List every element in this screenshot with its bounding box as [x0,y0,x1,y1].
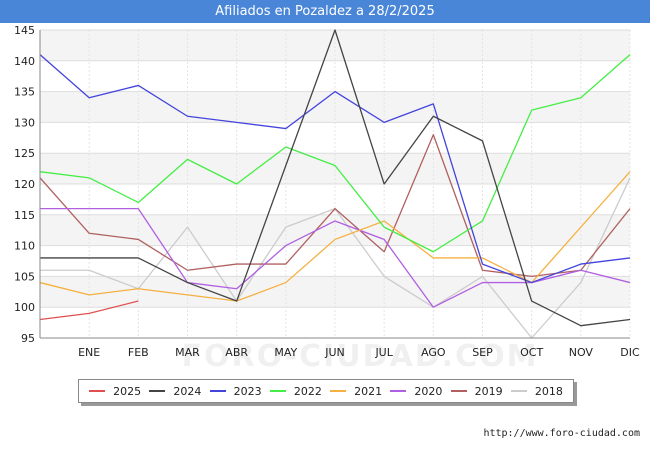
watermark: FORO-CIUDAD.COM [182,339,539,374]
legend-item-2021: 2021 [330,385,382,398]
y-tick-label: 120 [14,178,35,191]
series-line-2019 [39,134,631,278]
y-tick-label: 140 [14,55,35,68]
legend-swatch [510,390,527,392]
y-tick-label: 100 [14,301,35,314]
legend-label: 2022 [293,384,322,398]
chart-title: Afiliados en Pozaldez a 28/2/2025 [0,0,650,23]
x-tick-label: NOV [569,346,594,359]
series-line-2025 [39,300,139,321]
x-tick-label: JUL [374,346,393,359]
x-tick-label: MAY [274,346,297,359]
chart-legend: 2025 2024 2023 2022 2021 2020 2019 2018 [78,379,574,403]
legend-swatch [450,390,467,392]
y-tick-label: 145 [14,24,35,37]
legend-item-2022: 2022 [269,384,322,398]
legend-swatch [149,390,166,392]
y-tick-label: 105 [14,270,35,283]
source-url: http://www.foro-ciudad.com [483,428,640,439]
series-line-2022 [39,54,631,253]
legend-item-2025: 2025 [89,385,141,398]
legend-label: 2025 [113,384,142,398]
legend-swatch [390,390,407,392]
x-tick-label: FEB [128,346,149,359]
legend-label: 2023 [233,384,262,398]
y-tick-label: 95 [21,332,35,345]
y-tick-label: 125 [14,147,35,160]
legend-item-2020: 2020 [390,385,442,398]
y-tick-label: 135 [14,86,35,99]
series-line-2023 [39,54,631,284]
legend-label: 2024 [173,384,202,398]
legend-label: 2020 [414,384,443,398]
y-tick-label: 115 [14,209,35,222]
y-tick-label: 130 [14,116,35,129]
y-tick-label: 110 [14,240,35,253]
x-tick-label: AGO [421,346,446,359]
x-tick-label: JUN [324,346,345,359]
legend-swatch [269,390,286,392]
x-tick-label: DIC [620,346,640,359]
x-tick-label: ENE [78,346,100,359]
legend-label: 2021 [354,384,383,398]
legend-label: 2019 [474,384,503,398]
series-line-2024 [40,29,631,327]
legend-label: 2018 [534,384,563,398]
legend-swatch [89,390,106,392]
x-tick-label: MAR [175,346,200,359]
legend-item-2018: 2018 [510,384,563,398]
legend-item-2024: 2024 [149,385,201,398]
x-tick-label: ABR [225,346,248,359]
legend-swatch [209,390,226,392]
x-tick-label: SEP [472,346,493,359]
legend-item-2019: 2019 [450,384,503,398]
legend-swatch [330,390,347,392]
x-tick-label: OCT [520,346,543,359]
legend-item-2023: 2023 [209,384,262,398]
